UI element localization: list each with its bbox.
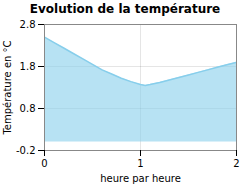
svg-text:-0.2: -0.2 <box>16 145 36 156</box>
svg-text:Température en °C: Température en °C <box>2 40 13 135</box>
svg-text:heure par heure: heure par heure <box>100 173 181 184</box>
svg-text:2.8: 2.8 <box>20 19 36 30</box>
html-text:Evolution de la température: Evolution de la température <box>29 2 221 16</box>
svg-text:1: 1 <box>137 158 143 169</box>
svg-text:1.8: 1.8 <box>20 61 36 72</box>
svg-text:0.8: 0.8 <box>20 103 36 114</box>
svg-text:2: 2 <box>233 158 239 169</box>
svg-text:0: 0 <box>41 158 47 169</box>
